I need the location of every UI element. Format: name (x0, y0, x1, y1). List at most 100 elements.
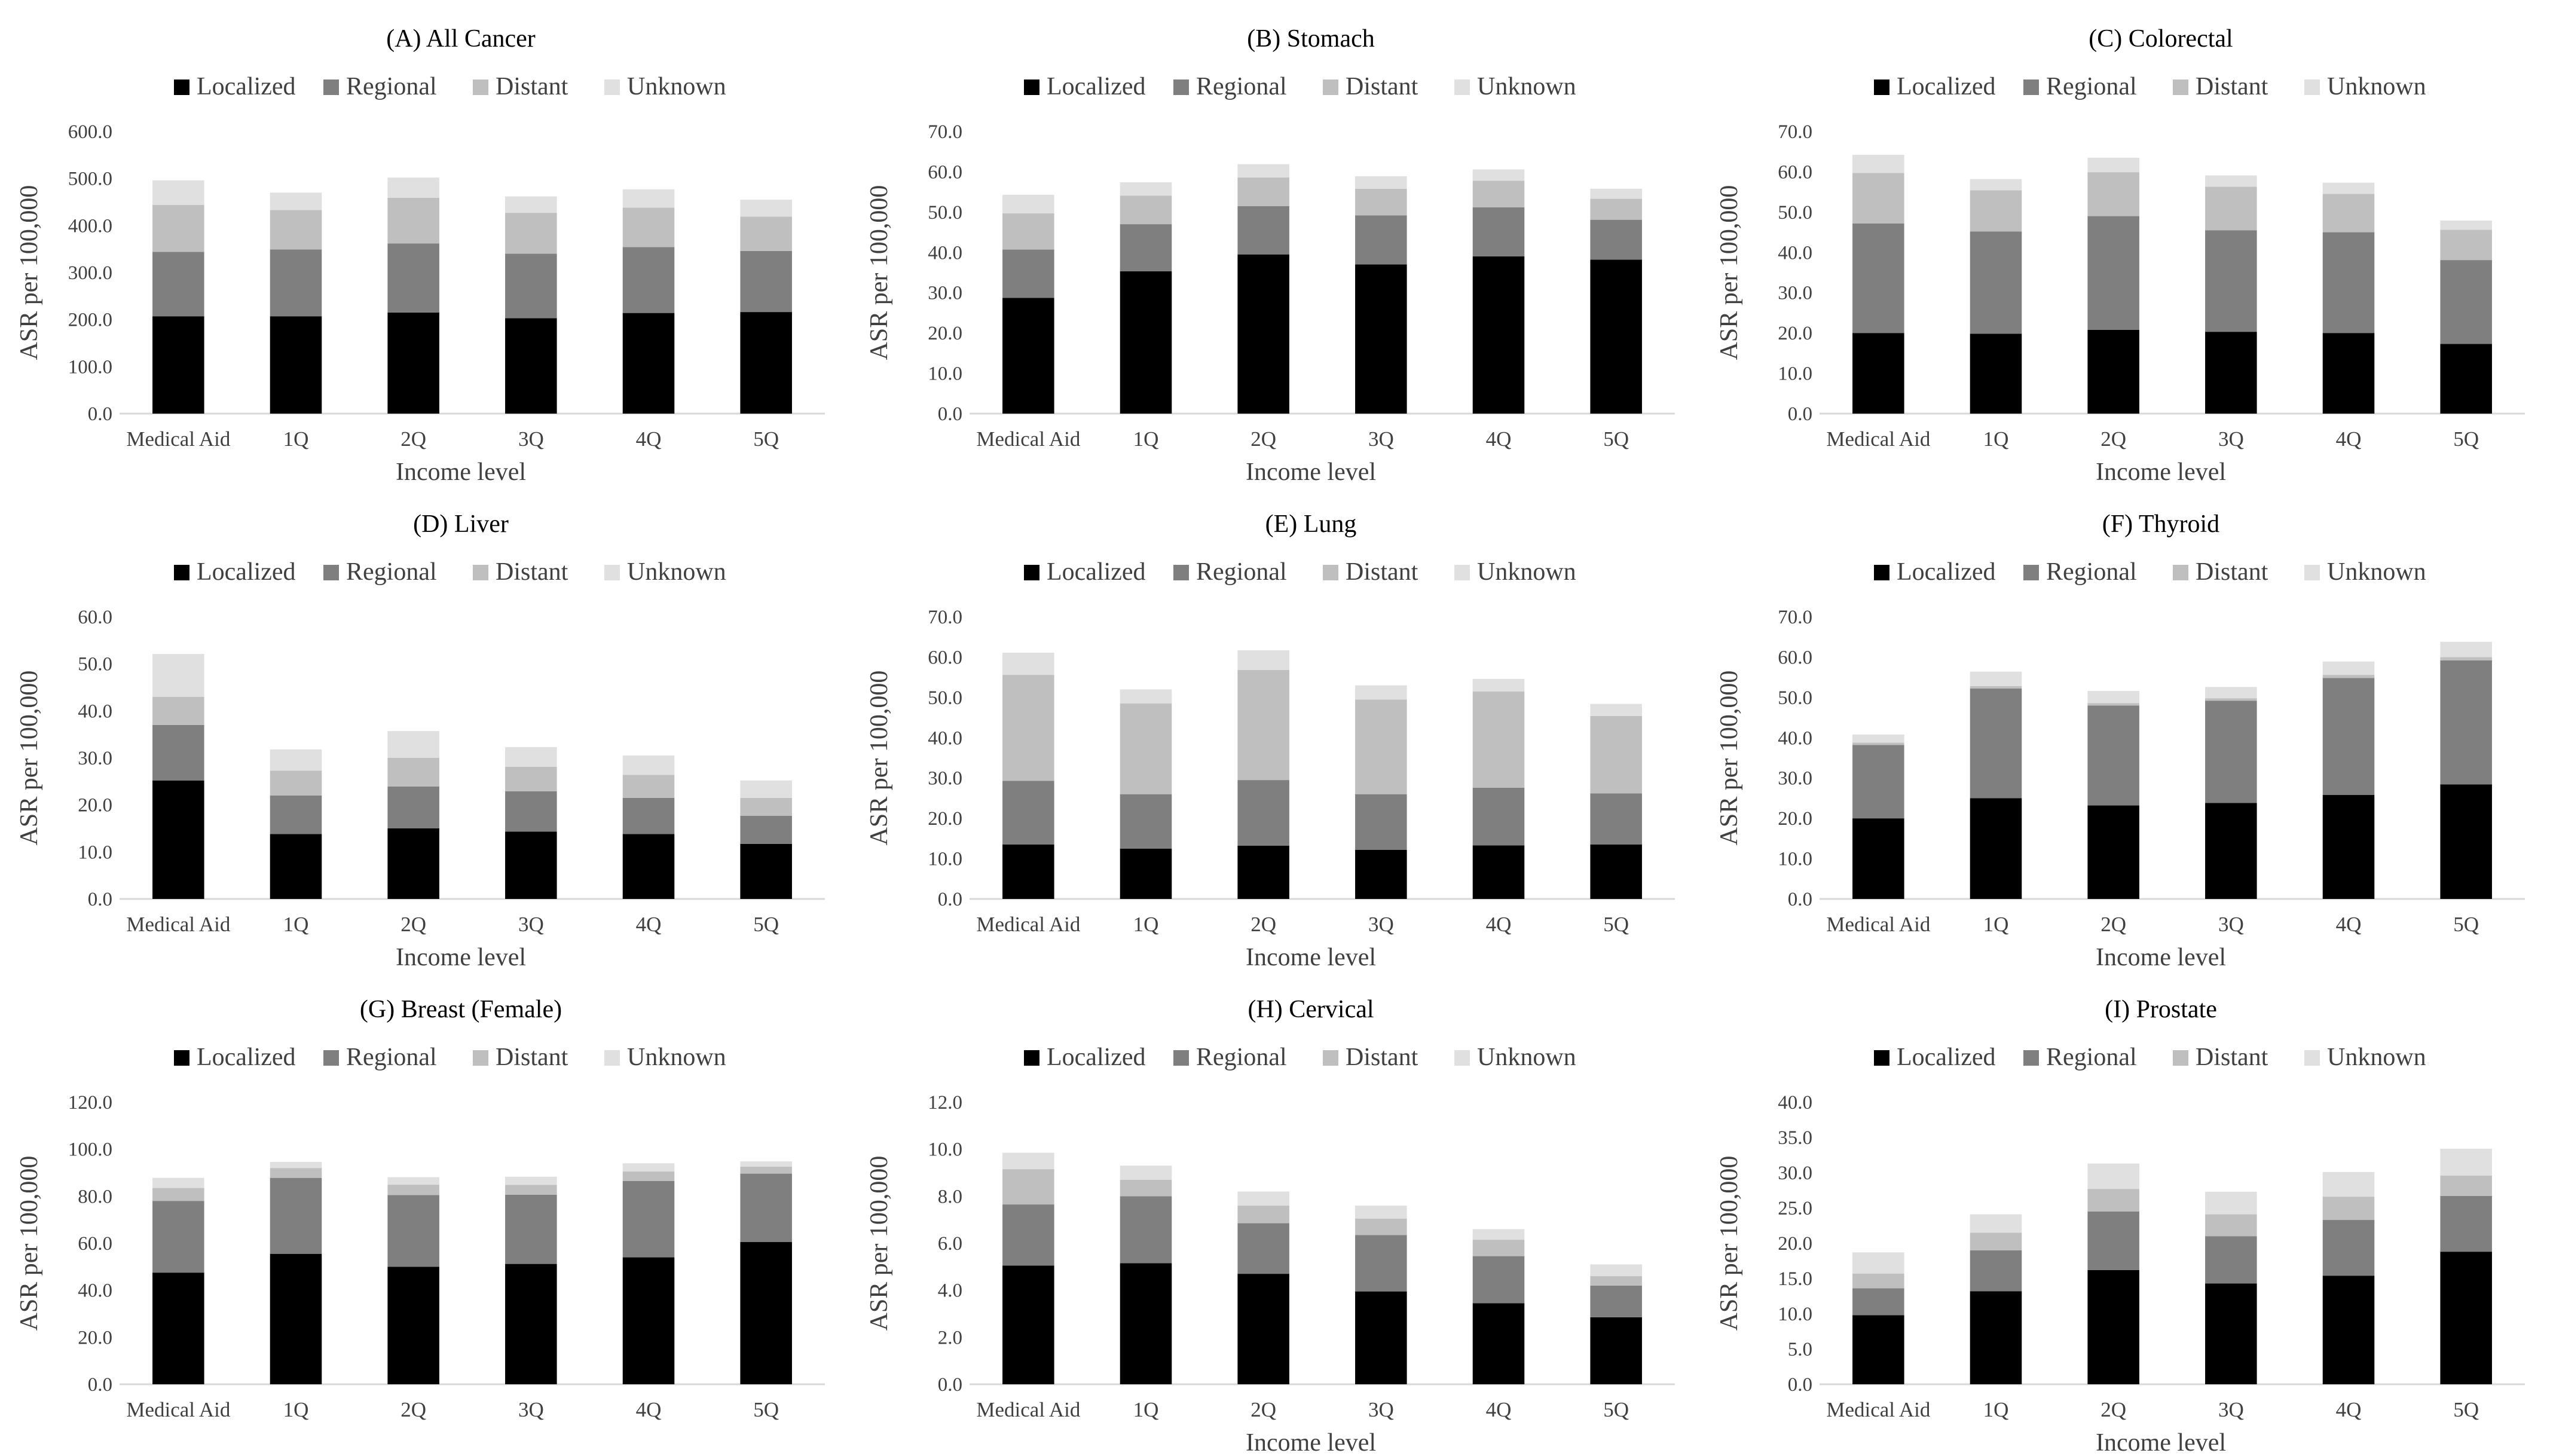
x-tick-label-g-5: 5Q (753, 1398, 779, 1421)
x-tick-label-d-1: 1Q (283, 913, 309, 936)
bar-e-distant-4 (1472, 691, 1525, 788)
bar-a-localized-1 (270, 316, 322, 414)
x-tick-label-c-2: 2Q (2100, 427, 2126, 451)
legend-label-distant: Distant (2196, 73, 2268, 100)
bar-h-distant-0 (1002, 1169, 1054, 1205)
bar-b-distant-5 (1590, 198, 1642, 220)
bar-g-unknown-1 (270, 1161, 322, 1169)
bar-c-localized-0 (1852, 333, 1904, 414)
legend-label-regional: Regional (1196, 558, 1287, 586)
bar-b-distant-1 (1120, 195, 1172, 225)
bar-a-localized-0 (152, 316, 204, 414)
bar-b-localized-1 (1120, 271, 1172, 414)
y-tick-label-i-5: 25.0 (1778, 1198, 1812, 1219)
legend-label-unknown: Unknown (627, 1044, 726, 1071)
legend-label-unknown: Unknown (627, 558, 726, 586)
bar-c-localized-5 (2440, 344, 2492, 414)
legend-item-localized: Localized (1024, 1044, 1146, 1071)
bar-i-regional-3 (2205, 1236, 2257, 1284)
bar-f-unknown-4 (2322, 661, 2375, 675)
legend-item-unknown: Unknown (1454, 73, 1576, 100)
bar-g-localized-4 (622, 1257, 675, 1384)
bar-g-distant-2 (387, 1185, 439, 1195)
chart-panel-e: (E) Lung Localized Regional Distant Unknown 0… (850, 485, 1700, 971)
legend-swatch-localized (1874, 565, 1889, 580)
bar-d-unknown-4 (622, 755, 675, 775)
x-tick-label-a-0: Medical Aid (126, 427, 230, 451)
bar-g-unknown-0 (152, 1177, 204, 1188)
x-axis-label-f: Income level (2096, 944, 2226, 971)
legend-swatch-unknown (2304, 1050, 2320, 1066)
bar-c-unknown-2 (2087, 157, 2139, 173)
y-tick-label-i-3: 15.0 (1778, 1268, 1812, 1290)
chart-panel-h: (H) Cervical Localized Regional Distant Unkn… (850, 971, 1700, 1456)
bar-c-unknown-0 (1852, 155, 1904, 173)
bar-c-regional-2 (2087, 216, 2139, 330)
bar-f-localized-1 (1970, 798, 2022, 899)
bar-d-localized-2 (387, 828, 439, 899)
y-tick-label-b-6: 60.0 (928, 161, 962, 183)
legend-swatch-distant (1323, 1050, 1338, 1066)
bar-f-distant-3 (2205, 698, 2257, 701)
y-tick-label-g-2: 40.0 (78, 1280, 112, 1302)
legend-item-regional: Regional (1173, 73, 1287, 100)
x-tick-label-i-2: 2Q (2100, 1398, 2126, 1421)
bar-i-regional-0 (1852, 1288, 1904, 1316)
legend-label-unknown: Unknown (1477, 1044, 1576, 1071)
x-axis-label-d: Income level (396, 944, 526, 971)
legend-swatch-unknown (1454, 1050, 1470, 1066)
y-tick-label-f-6: 60.0 (1778, 647, 1812, 668)
legend-swatch-regional (1173, 565, 1189, 580)
bar-h-distant-4 (1472, 1240, 1525, 1256)
y-tick-label-d-4: 40.0 (78, 701, 112, 722)
bar-h-localized-2 (1237, 1274, 1289, 1384)
legend-item-distant: Distant (473, 558, 568, 586)
x-tick-label-i-5: 5Q (2453, 1398, 2479, 1421)
bar-f-localized-3 (2205, 803, 2257, 899)
y-tick-label-i-4: 20.0 (1778, 1233, 1812, 1255)
bar-d-unknown-5 (740, 780, 792, 798)
y-tick-label-i-6: 30.0 (1778, 1163, 1812, 1184)
legend-swatch-regional (323, 565, 339, 580)
legend-swatch-regional (2023, 79, 2039, 95)
chart-title-h: (H) Cervical (1248, 996, 1374, 1023)
bar-c-localized-4 (2322, 333, 2375, 414)
y-tick-label-f-5: 50.0 (1778, 687, 1812, 709)
bar-a-localized-4 (622, 313, 675, 414)
bar-i-distant-1 (1970, 1232, 2022, 1250)
bar-i-unknown-0 (1852, 1252, 1904, 1274)
x-tick-label-e-2: 2Q (1250, 913, 1276, 936)
bar-f-regional-4 (2322, 678, 2375, 796)
y-axis-label-a: ASR per 100,000 (16, 185, 43, 360)
bar-e-unknown-1 (1120, 689, 1172, 703)
y-tick-label-a-5: 500.0 (68, 169, 112, 190)
legend-item-regional: Regional (1173, 1044, 1287, 1071)
y-tick-label-h-0: 0.0 (938, 1374, 962, 1396)
x-tick-label-b-4: 4Q (1486, 427, 1512, 451)
x-tick-label-d-3: 3Q (518, 913, 544, 936)
bar-f-distant-4 (2322, 675, 2375, 678)
legend-label-localized: Localized (197, 73, 296, 100)
legend-label-distant: Distant (1346, 558, 1418, 586)
y-tick-label-d-1: 10.0 (78, 842, 112, 863)
y-tick-label-e-1: 10.0 (928, 849, 962, 870)
bar-d-localized-0 (152, 780, 204, 899)
bar-g-distant-0 (152, 1188, 204, 1201)
chart-a: (A) All Cancer Localized Regional Distant Un… (16, 25, 825, 486)
bar-h-distant-1 (1120, 1179, 1172, 1197)
bar-f-unknown-1 (1970, 671, 2022, 686)
bar-d-distant-0 (152, 696, 204, 725)
legend-item-localized: Localized (1024, 73, 1146, 100)
legend-label-localized: Localized (1897, 558, 1996, 586)
y-tick-label-i-7: 35.0 (1778, 1127, 1812, 1149)
legend-item-localized: Localized (1874, 558, 1996, 586)
bar-e-unknown-4 (1472, 678, 1525, 692)
legend-item-regional: Regional (2023, 1044, 2137, 1071)
bar-f-unknown-5 (2440, 641, 2492, 657)
x-axis-label-i: Income level (2096, 1429, 2226, 1456)
x-axis-label-h: Income level (1246, 1429, 1376, 1456)
y-tick-label-a-6: 600.0 (68, 121, 112, 143)
bar-e-localized-0 (1002, 844, 1054, 899)
bar-b-unknown-1 (1120, 182, 1172, 196)
